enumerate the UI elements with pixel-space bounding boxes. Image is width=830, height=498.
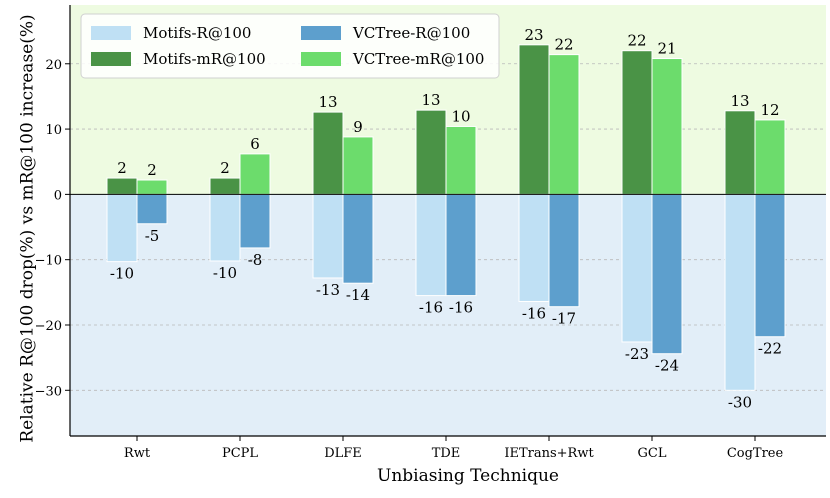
legend-swatch (91, 52, 131, 66)
x-tick-label: IETrans+Rwt (504, 446, 594, 461)
x-tick-label: Rwt (124, 446, 151, 461)
bar-motifs-mr-100 (106, 177, 138, 195)
legend-box (80, 13, 500, 79)
bar-motifs-r-100 (312, 193, 344, 279)
x-tick-label: TDE (432, 446, 461, 461)
legend-label: Motifs-R@100 (143, 24, 251, 42)
bar-motifs-mr-100 (518, 44, 550, 195)
legend-swatch (301, 26, 341, 40)
x-tick-label: CogTree (727, 446, 784, 461)
data-label: 23 (524, 26, 543, 44)
bar-vctree-r-100 (548, 193, 580, 308)
y-tick-label: 20 (45, 58, 62, 73)
bar-vctree-mr-100 (342, 136, 374, 195)
data-label: -30 (728, 393, 752, 411)
data-label: 6 (250, 135, 260, 153)
data-label: 21 (657, 40, 676, 58)
bar-vctree-r-100 (239, 193, 271, 249)
data-label: 13 (730, 92, 749, 110)
data-label: -17 (552, 310, 576, 328)
legend-swatch (301, 52, 341, 66)
bar-motifs-mr-100 (312, 111, 344, 195)
data-label: -22 (758, 340, 782, 358)
y-tick-label: 0 (54, 188, 62, 203)
bar-vctree-r-100 (651, 193, 683, 355)
bar-motifs-mr-100 (415, 109, 447, 195)
data-label: 12 (760, 101, 779, 119)
data-label: 2 (117, 159, 127, 177)
y-tick-label: −10 (35, 254, 62, 269)
data-label: 22 (627, 32, 646, 50)
bar-vctree-mr-100 (239, 153, 271, 195)
bar-vctree-r-100 (754, 193, 786, 338)
data-label: -16 (522, 304, 546, 322)
bar-motifs-mr-100 (209, 177, 241, 195)
data-label: -24 (655, 357, 679, 375)
data-label: -10 (110, 265, 134, 283)
bar-motifs-r-100 (724, 193, 756, 391)
bar-motifs-r-100 (209, 193, 241, 262)
data-label: -14 (346, 286, 370, 304)
x-tick-label: GCL (638, 446, 667, 461)
legend-label: VCTree-mR@100 (352, 50, 484, 68)
bar-vctree-mr-100 (754, 119, 786, 195)
bar-motifs-r-100 (518, 193, 550, 302)
y-tick-label: −20 (35, 319, 62, 334)
data-label: -13 (316, 281, 340, 299)
data-label: -10 (213, 264, 237, 282)
x-axis-label: Unbiasing Technique (377, 466, 559, 486)
data-label: 10 (451, 107, 470, 125)
bar-vctree-mr-100 (548, 54, 580, 195)
data-label: 13 (421, 91, 440, 109)
legend-swatch (91, 26, 131, 40)
bar-motifs-mr-100 (621, 50, 653, 195)
legend-label: Motifs-mR@100 (143, 50, 266, 68)
x-tick-label: PCPL (222, 446, 258, 461)
data-label: 13 (318, 93, 337, 111)
bar-motifs-mr-100 (724, 110, 756, 195)
data-label: -16 (419, 299, 443, 317)
y-tick-label: 10 (45, 123, 62, 138)
bar-motifs-r-100 (621, 193, 653, 343)
legend: Motifs-R@100 Motifs-mR@100 VCTree-R@100 VCT… (80, 13, 500, 79)
axes-group: −30 −20 −10 0 10 20 Rwt PCPL DLFE TDE IETrans+Rwt G… (35, 5, 826, 461)
data-label: 2 (147, 161, 157, 179)
y-tick-label: −30 (35, 384, 62, 399)
bar-vctree-mr-100 (445, 125, 477, 195)
bar-vctree-mr-100 (651, 58, 683, 195)
bar-vctree-r-100 (445, 193, 477, 297)
data-label: -16 (449, 299, 473, 317)
data-label: -8 (248, 251, 263, 269)
x-tick-label: DLFE (324, 446, 362, 461)
bar-vctree-mr-100 (136, 179, 168, 195)
data-label: -5 (145, 227, 160, 245)
data-label: -23 (625, 345, 649, 363)
bar-vctree-r-100 (342, 193, 374, 284)
legend-label: VCTree-R@100 (352, 24, 470, 42)
bar-motifs-r-100 (106, 193, 138, 263)
data-label: 22 (554, 36, 573, 54)
data-label: 2 (220, 159, 230, 177)
y-axis-label: Relative R@100 drop(%) vs mR@100 increas… (18, 14, 38, 442)
data-label: 9 (353, 118, 363, 136)
bar-motifs-r-100 (415, 193, 447, 297)
bar-vctree-r-100 (136, 193, 168, 225)
